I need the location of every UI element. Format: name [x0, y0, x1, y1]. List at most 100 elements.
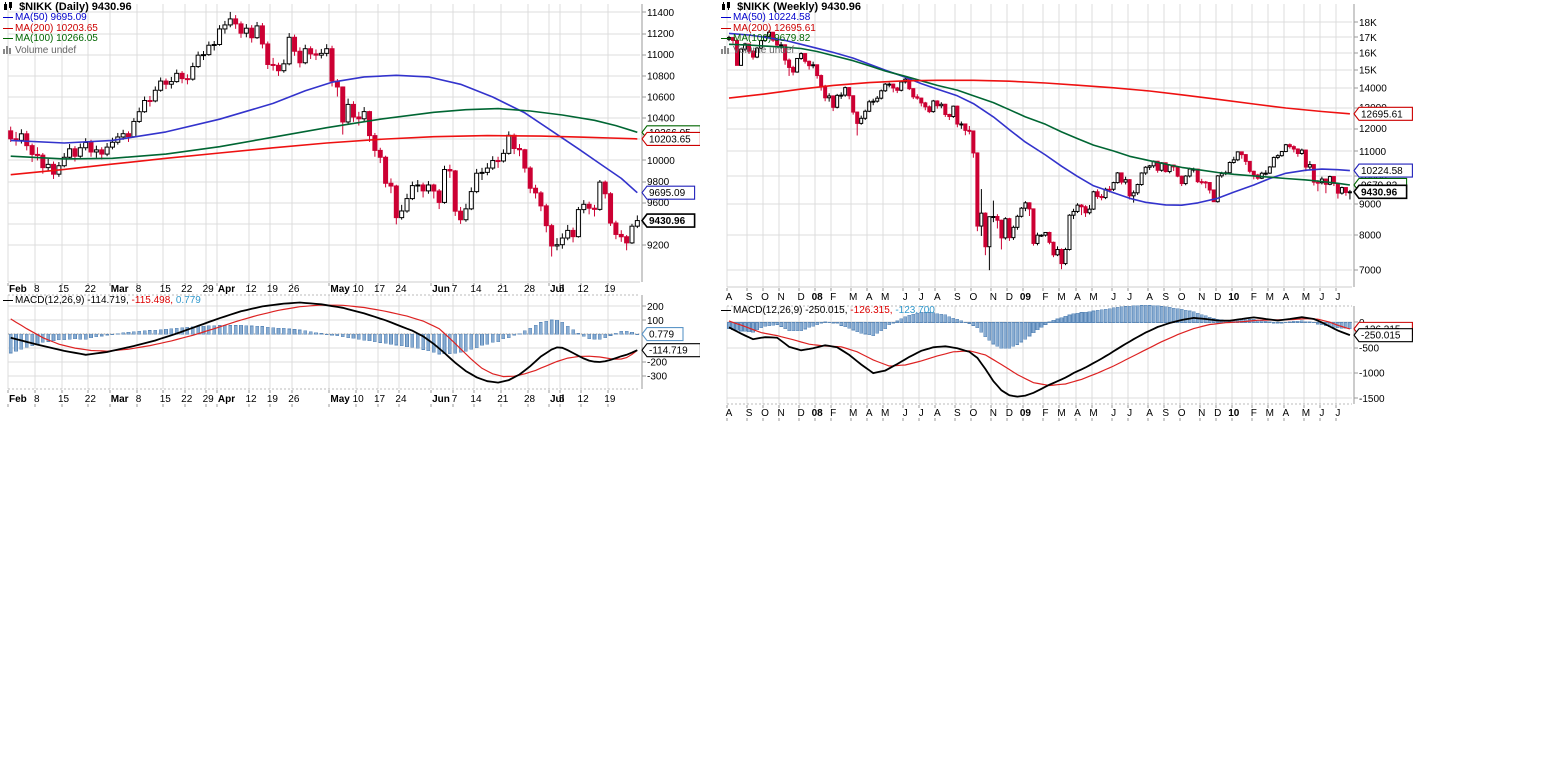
- x-axis-labels: AASSOONNDD0808FFMMAAMMJJJJAASSOONNDD0909…: [726, 288, 1340, 421]
- svg-text:24: 24: [395, 394, 407, 405]
- svg-text:A: A: [1282, 408, 1289, 419]
- ma100-swatch: —: [3, 33, 13, 44]
- svg-text:-500: -500: [1359, 343, 1379, 354]
- ma50-swatch: —: [721, 12, 731, 23]
- ma200-swatch: —: [721, 22, 731, 34]
- candlestick-icon: [721, 1, 732, 14]
- svg-text:A: A: [726, 408, 733, 419]
- svg-text:12000: 12000: [1359, 124, 1387, 135]
- svg-text:15K: 15K: [1359, 66, 1377, 77]
- y-axis: [1353, 4, 1358, 404]
- svg-text:9800: 9800: [647, 177, 670, 188]
- svg-text:12: 12: [578, 284, 590, 295]
- daily-chart-canvas: 1140011200110001080010600104001020010000…: [0, 0, 701, 417]
- macd-histogram: [8, 319, 640, 355]
- svg-text:A: A: [1282, 292, 1289, 303]
- ma-lines-layer: [728, 32, 1351, 206]
- svg-text:D: D: [1006, 408, 1013, 419]
- svg-text:M: M: [849, 408, 857, 419]
- svg-text:19: 19: [267, 284, 279, 295]
- svg-text:5: 5: [559, 284, 565, 295]
- candles-layer: [8, 11, 640, 257]
- svg-text:N: N: [1198, 408, 1205, 419]
- svg-text:11000: 11000: [1359, 147, 1387, 158]
- svg-text:A: A: [934, 408, 941, 419]
- ma100-line: [728, 43, 1351, 186]
- svg-text:11000: 11000: [647, 50, 675, 61]
- svg-text:10: 10: [353, 394, 365, 405]
- gridlines: [726, 4, 1352, 405]
- svg-text:-1000: -1000: [1359, 369, 1385, 380]
- svg-text:10000: 10000: [647, 156, 675, 167]
- svg-text:S: S: [954, 292, 961, 303]
- ma100-line: [10, 107, 638, 160]
- svg-text:S: S: [746, 408, 753, 419]
- svg-text:18K: 18K: [1359, 18, 1377, 29]
- svg-text:8: 8: [34, 394, 40, 405]
- svg-text:12: 12: [578, 394, 590, 405]
- y-axis: [641, 4, 646, 389]
- svg-text:14: 14: [470, 284, 482, 295]
- ma50-line: [728, 32, 1350, 206]
- svg-text:J: J: [919, 292, 924, 303]
- svg-text:D: D: [1214, 292, 1221, 303]
- svg-text:0.779: 0.779: [649, 330, 674, 341]
- svg-text:-1500: -1500: [1359, 394, 1385, 405]
- svg-text:Apr: Apr: [218, 394, 235, 405]
- volume-bars-icon: [3, 45, 13, 58]
- svg-text:J: J: [1319, 292, 1324, 303]
- svg-text:May: May: [330, 284, 350, 295]
- y-axis-labels: 18K17K16K15K1400013000120001100010000900…: [1359, 18, 1387, 405]
- svg-text:7: 7: [452, 284, 458, 295]
- svg-text:10: 10: [1228, 408, 1240, 419]
- price-tags: 12695.6110224.589679.829430.96-126.315-2…: [1352, 106, 1413, 343]
- ma200-legend-item: — MA(200) 12695.61: [721, 22, 816, 34]
- svg-text:10: 10: [1228, 292, 1240, 303]
- svg-text:15: 15: [58, 284, 70, 295]
- ma200-legend-item: — MA(200) 10203.65: [3, 22, 98, 34]
- svg-text:09: 09: [1020, 292, 1032, 303]
- svg-text:15: 15: [160, 394, 172, 405]
- svg-text:A: A: [866, 292, 873, 303]
- price-tags: 10266.0510203.659695.099430.960.779-114.…: [640, 125, 701, 358]
- svg-text:J: J: [1335, 292, 1340, 303]
- svg-text:O: O: [761, 292, 769, 303]
- svg-text:22: 22: [181, 284, 193, 295]
- chart-title: $NIKK (Weekly) 9430.96: [737, 1, 861, 13]
- ma100-legend-item: — MA(100) 9679.82: [721, 33, 811, 44]
- svg-text:17: 17: [374, 394, 386, 405]
- svg-text:19: 19: [267, 394, 279, 405]
- svg-text:O: O: [969, 408, 977, 419]
- svg-text:J: J: [1335, 408, 1340, 419]
- svg-text:S: S: [1162, 292, 1169, 303]
- svg-text:22: 22: [181, 394, 193, 405]
- candlestick-icon: [3, 1, 14, 14]
- macd-histogram: [727, 304, 1352, 349]
- svg-text:8: 8: [34, 284, 40, 295]
- svg-text:F: F: [1251, 408, 1257, 419]
- svg-text:Jun: Jun: [432, 284, 450, 295]
- svg-text:-250.015: -250.015: [1361, 331, 1401, 342]
- svg-text:J: J: [1127, 408, 1132, 419]
- svg-text:10: 10: [353, 284, 365, 295]
- svg-text:M: M: [1089, 292, 1097, 303]
- svg-text:11400: 11400: [647, 8, 675, 19]
- svg-text:Feb: Feb: [9, 394, 27, 405]
- svg-text:22: 22: [85, 284, 97, 295]
- svg-text:9430.96: 9430.96: [1361, 187, 1398, 198]
- nikk-daily-svg: 1140011200110001080010600104001020010000…: [7, 4, 701, 407]
- svg-text:9200: 9200: [647, 241, 670, 252]
- svg-text:29: 29: [203, 284, 215, 295]
- weekly-chart-canvas: 18K17K16K15K1400013000120001100010000900…: [718, 0, 1430, 429]
- svg-text:S: S: [746, 292, 753, 303]
- svg-text:M: M: [881, 408, 889, 419]
- svg-text:M: M: [881, 292, 889, 303]
- ma200-line: [728, 79, 1350, 115]
- svg-text:J: J: [1111, 408, 1116, 419]
- macd-lines-layer: [728, 316, 1351, 398]
- svg-text:O: O: [969, 292, 977, 303]
- svg-text:15: 15: [160, 284, 172, 295]
- svg-text:N: N: [1198, 292, 1205, 303]
- weekly-chart-panel: 18K17K16K15K1400013000120001100010000900…: [718, 0, 1430, 424]
